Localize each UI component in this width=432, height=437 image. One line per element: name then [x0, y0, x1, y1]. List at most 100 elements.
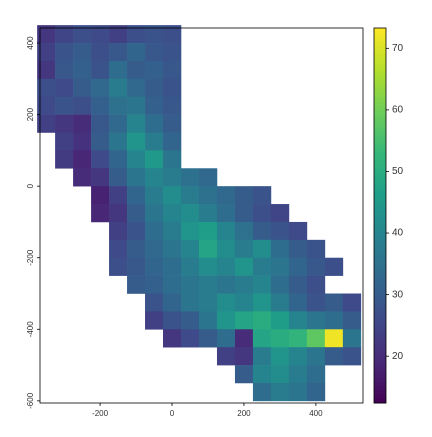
colorbar-step [374, 315, 386, 320]
colorbar-step [374, 143, 386, 148]
raster-cell [145, 204, 164, 223]
colorbar-step [374, 112, 386, 116]
raster-cell [198, 329, 218, 348]
colorbar-step [374, 296, 386, 301]
raster-cell [198, 204, 218, 223]
raster-cell [270, 329, 290, 348]
colorbar-step [374, 71, 386, 76]
colorbar-step [374, 49, 386, 54]
colorbar-step [374, 199, 386, 204]
raster-cell [109, 96, 128, 115]
raster-cell [55, 25, 74, 44]
raster-cell [145, 311, 164, 330]
raster-cell [37, 78, 56, 98]
colorbar-step [374, 237, 386, 241]
colorbar-step [374, 162, 386, 166]
raster-cell [252, 365, 272, 384]
colorbar-step [374, 187, 386, 191]
colorbar-step [374, 374, 386, 379]
raster-cell [216, 221, 236, 241]
colorbar-step [374, 246, 386, 251]
colorbar-step [374, 93, 386, 98]
raster-cell [109, 168, 128, 187]
colorbar-step [374, 224, 386, 229]
raster-cell [73, 114, 92, 133]
raster-cell [91, 43, 110, 62]
colorbar-step [374, 334, 386, 338]
raster-cell [109, 186, 128, 205]
colorbar-step [374, 262, 386, 266]
raster-cell [73, 150, 92, 169]
colorbar-step [374, 103, 386, 107]
raster-cell [55, 43, 74, 62]
raster-cell [270, 257, 290, 276]
colorbar-step [374, 218, 386, 223]
colorbar-step [374, 171, 386, 176]
raster-cell [180, 168, 200, 187]
colorbar-step [374, 309, 386, 313]
colorbar-step [374, 362, 386, 366]
raster-cell [127, 239, 146, 259]
raster-cell [37, 60, 56, 80]
colorbar-step [374, 287, 386, 291]
raster-cell [306, 311, 326, 330]
colorbar-step [374, 43, 386, 48]
raster-cell [198, 239, 218, 259]
raster-cell [216, 257, 236, 276]
raster-cell [288, 275, 308, 294]
colorbar-step [374, 115, 386, 120]
raster-cell [127, 168, 146, 187]
raster-cell [163, 311, 182, 330]
colorbar-step [374, 321, 386, 326]
colorbar-step [374, 353, 386, 357]
colorbar-step [374, 393, 386, 398]
raster-cell [145, 150, 164, 169]
colorbar-step [374, 84, 386, 88]
colorbar-step [374, 293, 386, 298]
raster-cell [324, 347, 344, 366]
colorbar-step [374, 168, 386, 173]
colorbar-step [374, 346, 386, 351]
colorbar-step [374, 209, 386, 213]
colorbar-step [374, 68, 386, 73]
raster-cell [306, 239, 326, 259]
raster-cell [216, 311, 236, 330]
raster-cell [234, 311, 254, 330]
raster-cell [252, 204, 272, 223]
raster-cell [91, 60, 110, 80]
colorbar-step [374, 228, 386, 232]
colorbar-step [374, 331, 386, 335]
raster-cell [306, 347, 326, 366]
raster-cell [163, 43, 182, 62]
raster-cell [127, 257, 146, 276]
raster-cell [163, 293, 182, 312]
colorbar-tick-label: 40 [392, 228, 404, 239]
colorbar-step [374, 149, 386, 154]
raster-cell [288, 239, 308, 259]
raster-cell [216, 347, 236, 366]
raster-cell [145, 60, 164, 80]
raster-cell [342, 311, 362, 330]
raster-cell [252, 257, 272, 276]
raster-cell [163, 114, 182, 133]
colorbar-step [374, 240, 386, 245]
colorbar-step [374, 265, 386, 270]
raster-cell [91, 204, 110, 223]
raster-cell [270, 365, 290, 384]
raster-cell [198, 186, 218, 205]
y-tick-label: 0 [26, 183, 35, 188]
raster-cell [109, 43, 128, 62]
colorbar-step [374, 337, 386, 341]
raster-cell [180, 329, 200, 348]
colorbar-step [374, 281, 386, 285]
raster-cell [127, 221, 146, 241]
colorbar-step [374, 365, 386, 370]
colorbar-step [374, 215, 386, 220]
colorbar-step [374, 231, 386, 235]
raster-cell [270, 293, 290, 312]
colorbar-step [374, 356, 386, 360]
colorbar-step [374, 221, 386, 226]
raster-cell [216, 204, 236, 223]
raster-cell [288, 293, 308, 312]
raster-cell [234, 293, 254, 312]
